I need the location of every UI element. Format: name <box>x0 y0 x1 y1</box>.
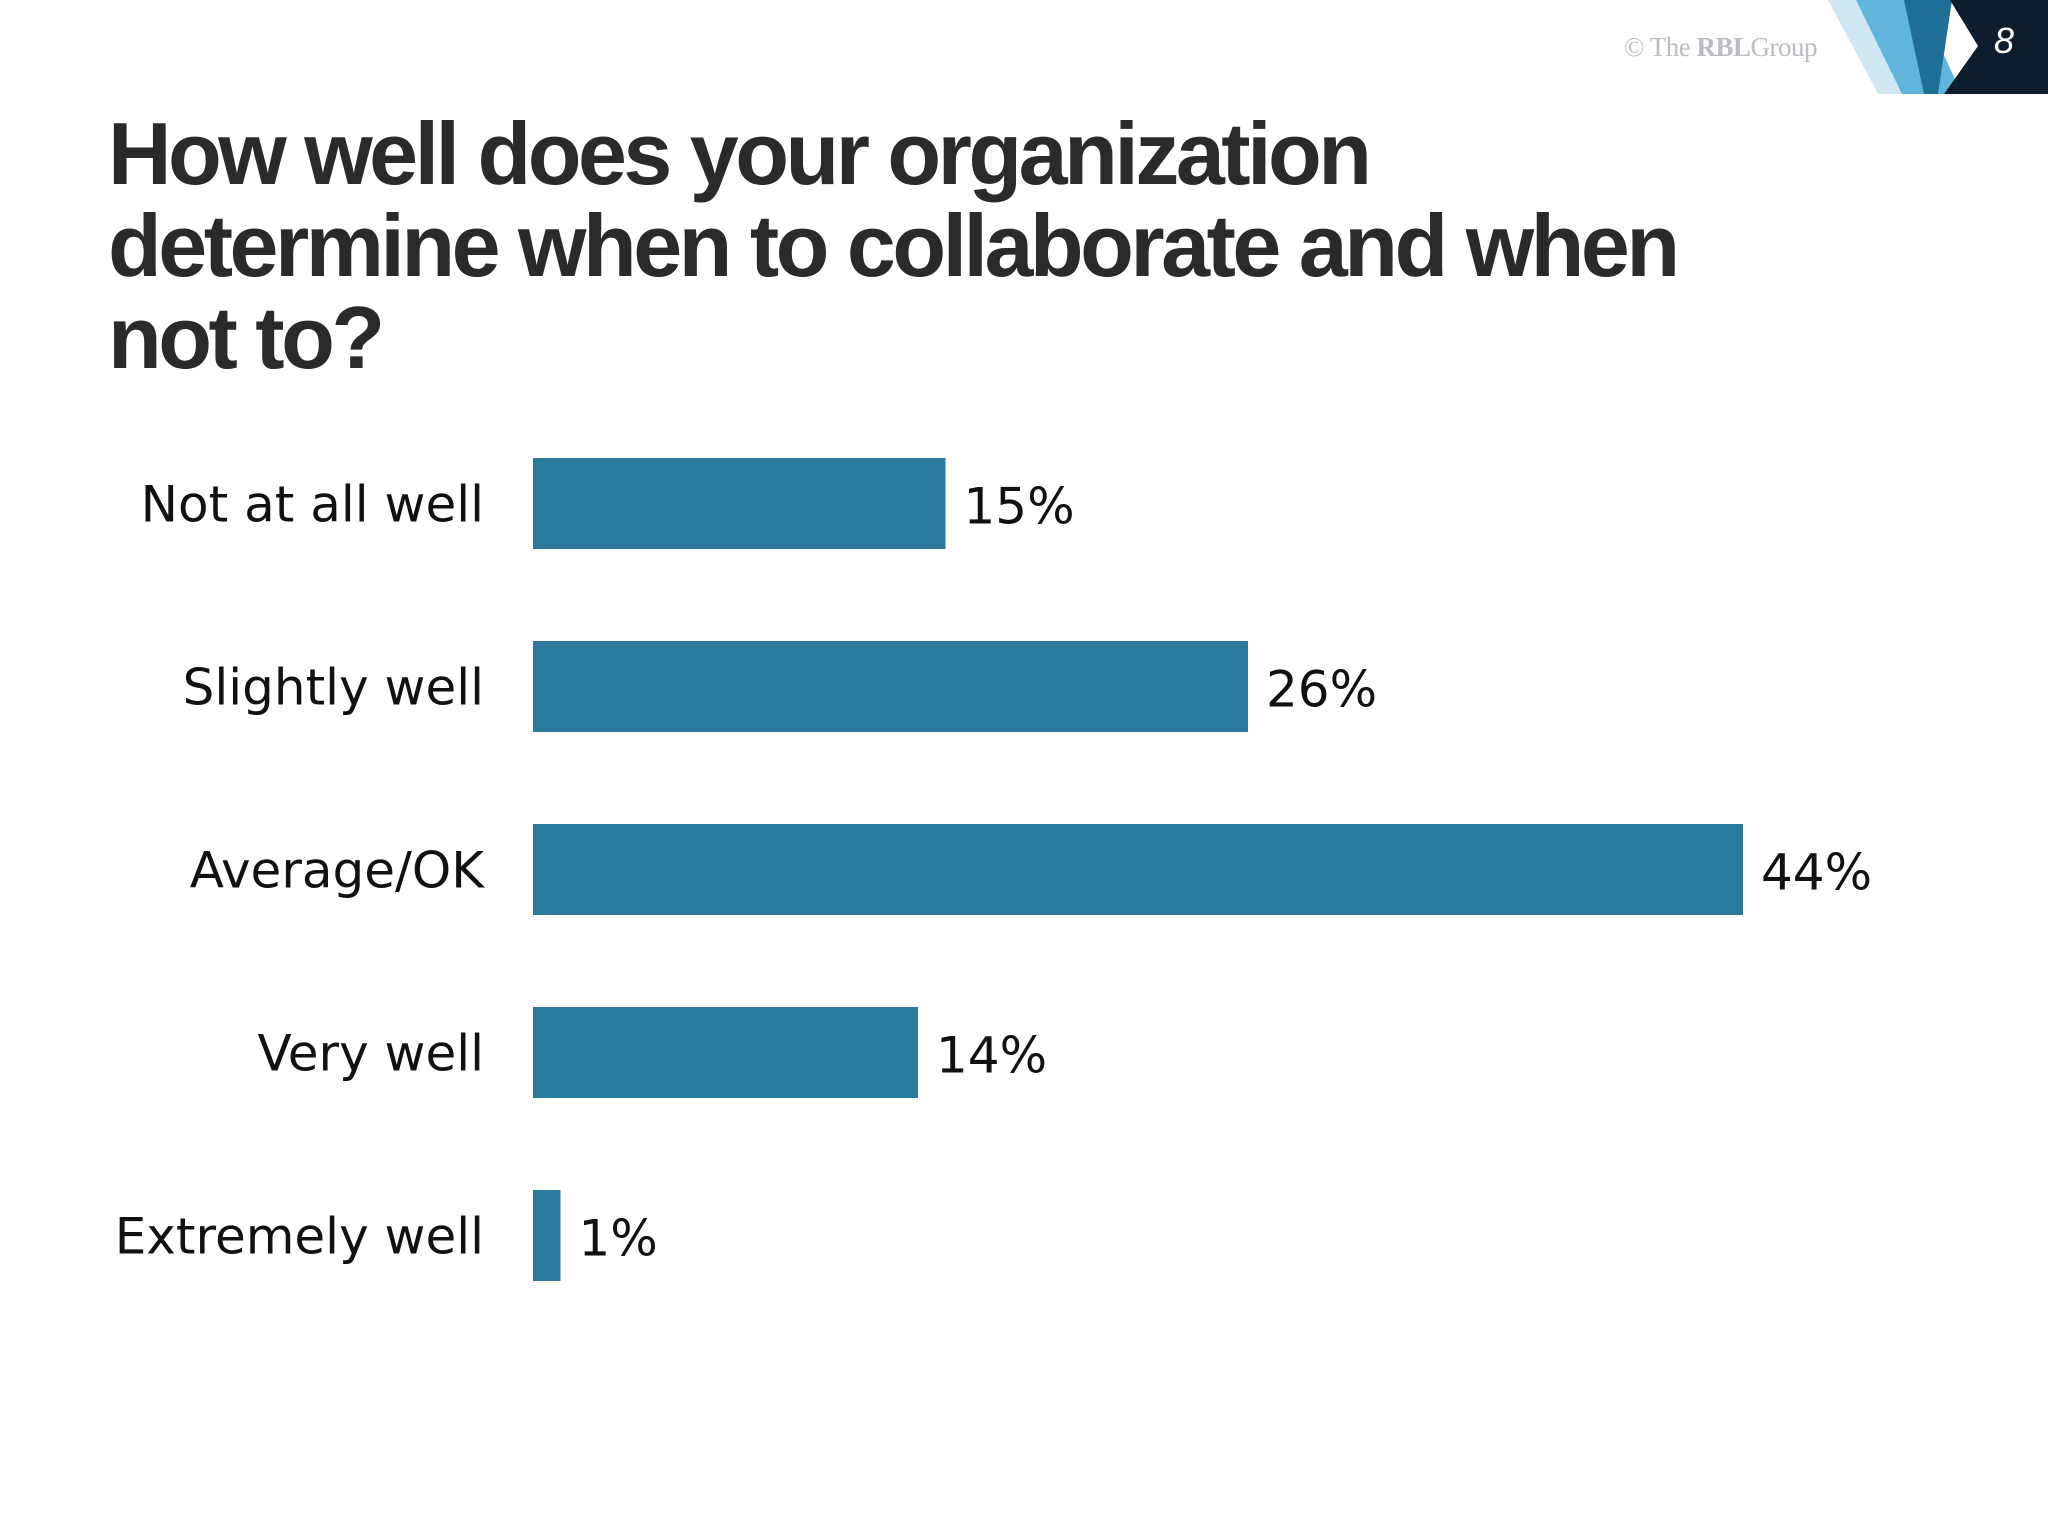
logo-group: Group <box>1750 32 1818 62</box>
corner-graphic <box>1828 0 2048 94</box>
corner-stripe-dark <box>1904 0 1952 94</box>
value-label: 15% <box>964 478 1075 536</box>
value-label: 1% <box>579 1210 658 1268</box>
company-logo: © The RBLGroup <box>1624 32 1818 63</box>
logo-prefix: © The <box>1624 32 1697 62</box>
category-label: Not at all well <box>141 476 484 534</box>
page-number: 8 <box>1993 20 2014 61</box>
category-label: Very well <box>257 1025 484 1083</box>
category-label: Extremely well <box>115 1208 484 1266</box>
bar <box>533 641 1248 732</box>
bar <box>533 1190 561 1281</box>
category-label: Slightly well <box>183 659 484 717</box>
value-label: 26% <box>1266 661 1377 719</box>
value-label: 44% <box>1761 844 1872 902</box>
bar <box>533 458 946 549</box>
bar <box>533 1007 918 1098</box>
value-label: 14% <box>936 1027 1047 1085</box>
category-label: Average/OK <box>190 842 486 900</box>
logo-rbl: RBL <box>1696 32 1752 62</box>
corner-block <box>1944 0 2048 94</box>
bar <box>533 824 1743 915</box>
slide-title: How well does your organization determin… <box>108 104 1680 387</box>
